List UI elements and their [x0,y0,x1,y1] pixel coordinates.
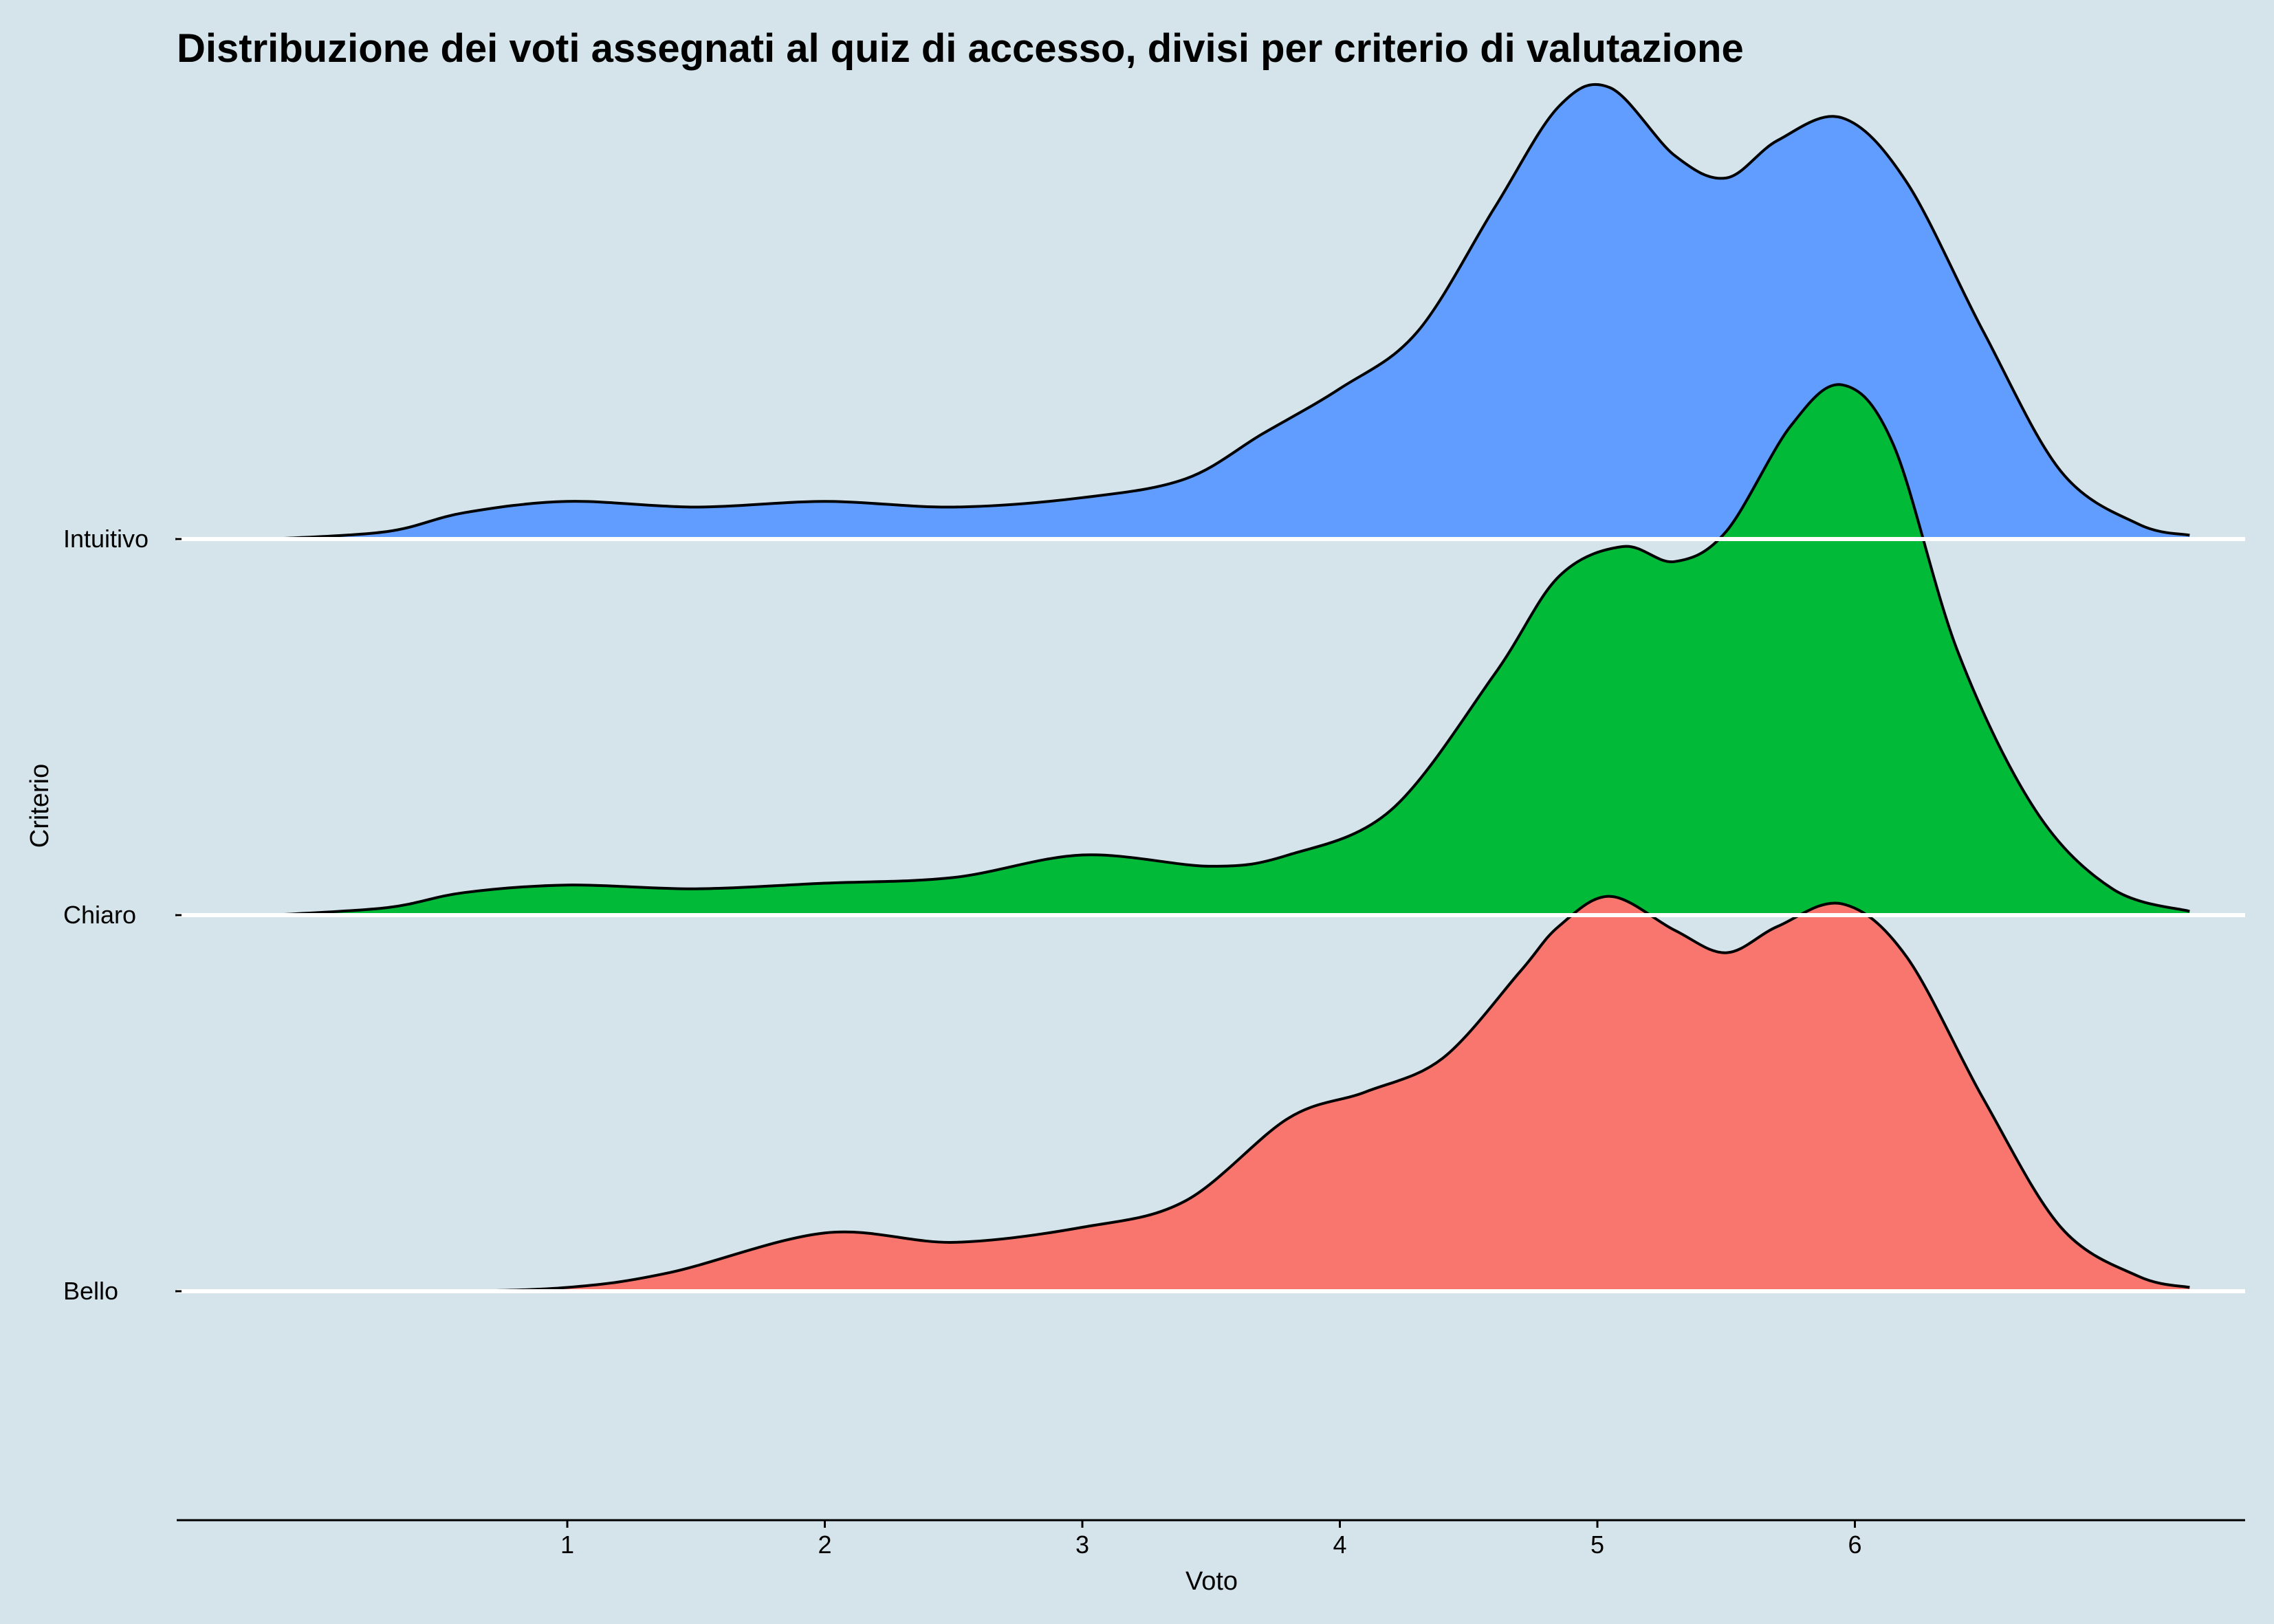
ridge-line-bello [271,895,2190,1293]
ridge-line-intuitivo [271,83,2190,540]
category-label-chiaro: Chiaro [63,901,136,929]
category-labels-group: Intuitivo Chiaro Bello [63,525,149,1305]
x-axis-title: Voto [1185,1567,1238,1596]
ridge-line-chiaro [271,383,2190,917]
x-tick-label-2: 2 [818,1530,831,1559]
baselines-group [175,537,2245,1293]
y-axis-title: Criterio [25,764,54,848]
ridge-fill-intuitivo [271,84,2190,539]
x-tick-label-5: 5 [1590,1530,1604,1559]
ridge-fill-bello [271,896,2190,1292]
category-label-intuitivo: Intuitivo [63,525,149,553]
x-tick-label-6: 6 [1848,1530,1861,1559]
chart-title: Distribuzione dei voti assegnati al quiz… [177,26,1744,71]
ridge-fill-chiaro [271,384,2190,915]
x-ticks-group: 1 2 3 4 5 6 [560,1520,1862,1559]
category-label-bello: Bello [63,1277,118,1305]
x-tick-label-4: 4 [1333,1530,1346,1559]
ridges-group [271,83,2190,1293]
x-tick-label-3: 3 [1075,1530,1089,1559]
x-tick-label-1: 1 [560,1530,574,1559]
